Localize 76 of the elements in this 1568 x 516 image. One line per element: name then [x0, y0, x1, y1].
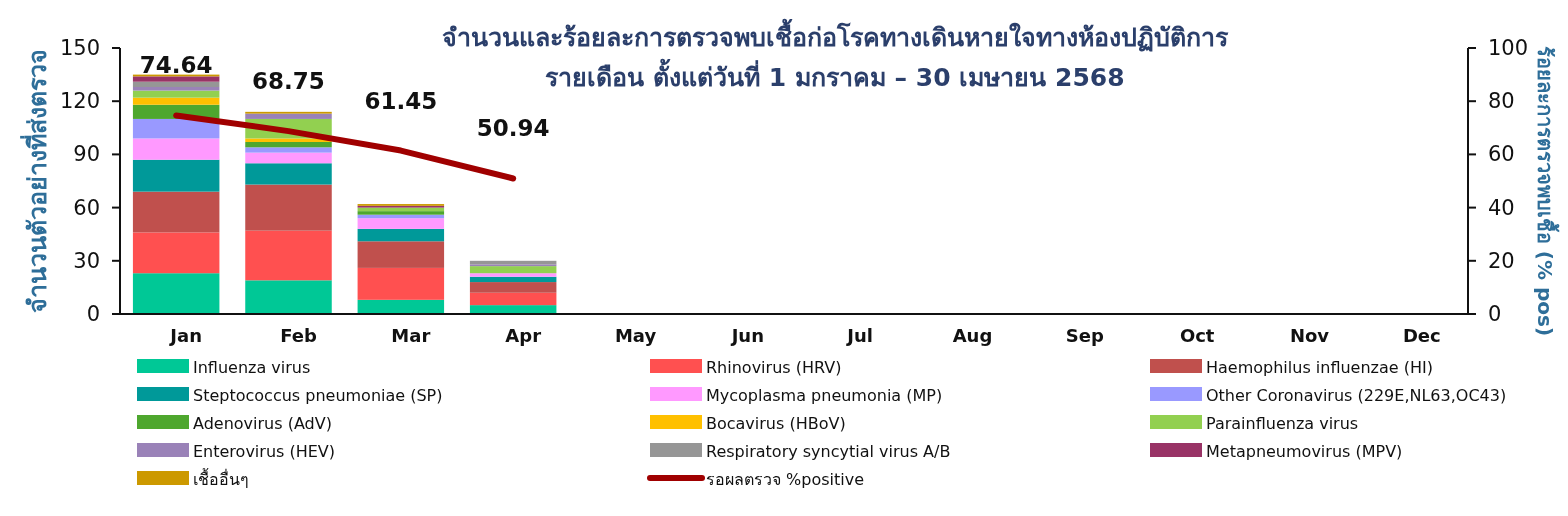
- bar: [132, 273, 220, 314]
- legend-label: Rhinovirus (HRV): [706, 358, 842, 377]
- y2-axis-title: ร้อยละการตรวจพบเชื้อ (% pos): [1533, 45, 1560, 337]
- bar: [357, 241, 445, 268]
- x-tick-label: Jun: [729, 325, 764, 346]
- legend-label: Respiratory syncytial virus A/B: [706, 442, 951, 461]
- bar: [132, 118, 220, 139]
- bar: [132, 191, 220, 233]
- legend-label: Other Coronavirus (229E,NL63,OC43): [1206, 386, 1507, 405]
- y-axis-title: จำนวนตัวอย่างที่ส่งตรวจ: [20, 49, 52, 313]
- legend-label: Mycoplasma pneumonia (MP): [706, 386, 943, 405]
- bar: [132, 87, 220, 91]
- x-tick-label: Nov: [1289, 325, 1330, 346]
- y2-tick-label: 0: [1488, 302, 1502, 326]
- x-tick-label: Sep: [1065, 325, 1104, 346]
- x-tick-label: Apr: [505, 325, 542, 346]
- legend-label: รอผลตรวจ %positive: [706, 470, 865, 489]
- bar: [357, 218, 445, 229]
- bar: [469, 305, 557, 314]
- data-label: 61.45: [364, 87, 438, 114]
- bar: [132, 90, 220, 98]
- x-tick-label: Jan: [168, 325, 202, 346]
- bar: [357, 299, 445, 314]
- bar: [245, 152, 332, 164]
- bar: [469, 276, 557, 283]
- bar: [245, 147, 332, 153]
- x-tick-label: Dec: [1402, 325, 1441, 346]
- y-tick-label: 90: [73, 142, 100, 167]
- bar: [357, 228, 445, 242]
- bar: [245, 280, 332, 314]
- y-tick-label: 120: [59, 89, 100, 114]
- bar: [469, 266, 557, 274]
- bar: [245, 113, 332, 119]
- x-tick-label: Aug: [952, 325, 993, 346]
- data-label: 50.94: [476, 115, 550, 142]
- chart-title: จำนวนและร้อยละการตรวจพบเชื้อก่อโรคทางเดินหายใจทางห้องปฏิบัติการ รายเดือน ตั้งแต่วันที่ 1 มกราคม – 30 เมษายน 2568: [442, 18, 1229, 92]
- y-tick-label: 30: [73, 248, 100, 273]
- bar: [357, 211, 445, 215]
- legend-label: Parainfluenza virus: [1206, 414, 1359, 433]
- legend-label: Metapneumovirus (MPV): [1206, 442, 1403, 461]
- bar: [132, 159, 220, 192]
- bar: [469, 292, 557, 306]
- x-tick-label: Mar: [391, 325, 431, 346]
- bar: [357, 267, 445, 300]
- data-label: 68.75: [252, 68, 325, 95]
- legend-label: Influenza virus: [193, 358, 311, 377]
- bar: [245, 163, 332, 185]
- y2-tick-label: 80: [1488, 89, 1515, 114]
- bar: [132, 97, 220, 105]
- y-tick-label: 60: [73, 195, 100, 220]
- legend-label: Adenovirus (AdV): [193, 414, 332, 433]
- y2-tick-label: 20: [1488, 248, 1515, 273]
- legend-label: Haemophilus influenzae (HI): [1206, 358, 1433, 377]
- x-tick-label: Jul: [845, 325, 874, 346]
- data-label: 74.64: [139, 52, 213, 79]
- x-tick-label: Oct: [1179, 325, 1215, 346]
- y-tick-label: 0: [86, 302, 100, 326]
- bar: [132, 232, 220, 274]
- bar: [132, 81, 220, 88]
- legend-label: Enterovirus (HEV): [193, 442, 336, 461]
- x-tick-label: May: [614, 325, 657, 346]
- bar: [245, 141, 332, 148]
- y2-tick-label: 100: [1488, 36, 1529, 60]
- bar: [132, 138, 220, 160]
- legend-label: เชื้ออื่นๆ: [193, 468, 249, 489]
- bar: [469, 273, 557, 277]
- legend-label: Steptococcus pneumoniae (SP): [193, 386, 443, 405]
- x-tick-label: Feb: [280, 325, 317, 346]
- y2-tick-label: 60: [1488, 142, 1515, 167]
- y-tick-label: 150: [59, 36, 100, 60]
- bar: [469, 282, 557, 293]
- bar: [245, 184, 332, 231]
- legend-label: Bocavirus (HBoV): [706, 414, 846, 433]
- y2-tick-label: 40: [1488, 195, 1515, 220]
- bar: [245, 230, 332, 281]
- bar: [132, 76, 220, 82]
